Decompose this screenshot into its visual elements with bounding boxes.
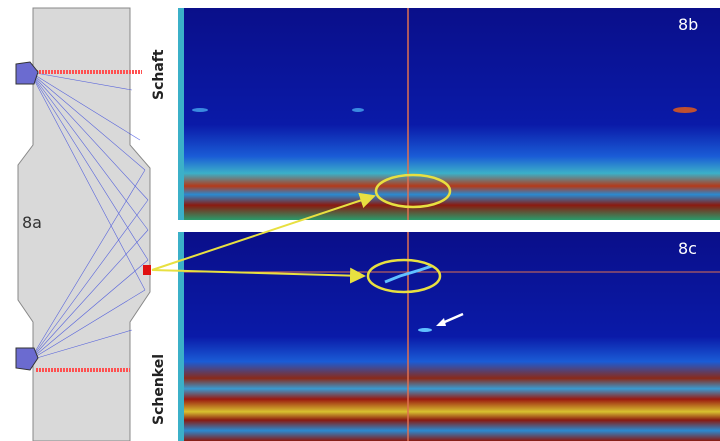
figure: 8a Schaft Schenkel 8b 8c: [0, 0, 720, 441]
reflector: [143, 265, 151, 275]
panel-b-label: 8b: [678, 15, 698, 34]
panel-a-label: 8a: [22, 213, 42, 232]
leg-label: Schenkel: [151, 354, 167, 425]
panel-a: 8a Schaft Schenkel: [16, 8, 167, 441]
shaft-label: Schaft: [151, 49, 167, 100]
panel-c: 8c: [178, 232, 720, 441]
scan-b-edge: [178, 8, 184, 220]
panel-b: 8b: [178, 8, 720, 220]
scan-c: [178, 232, 720, 441]
scan-c-edge: [178, 232, 184, 441]
panel-c-label: 8c: [678, 239, 697, 258]
